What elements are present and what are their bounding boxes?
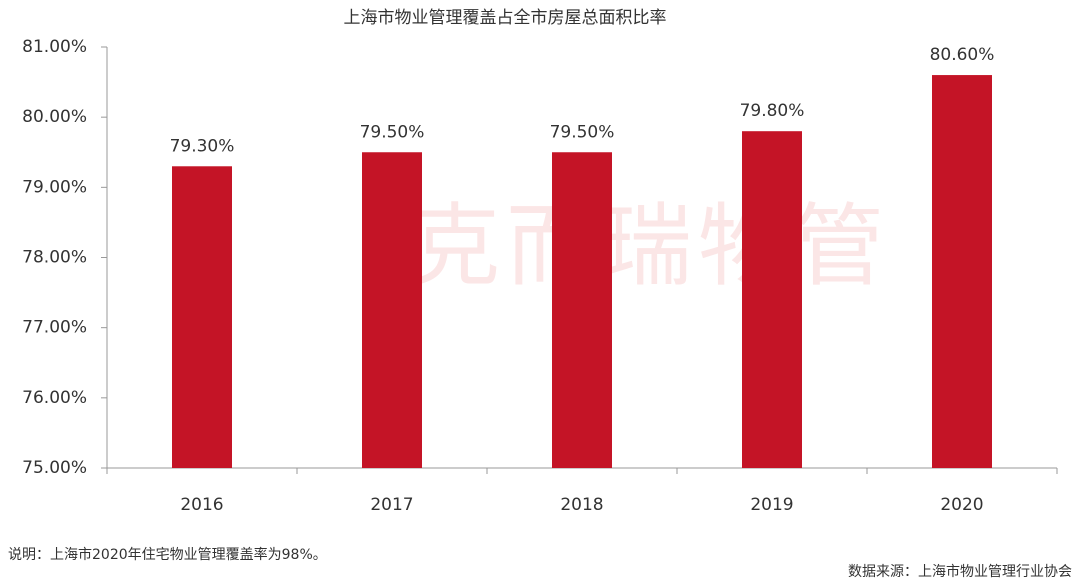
watermark: 克而瑞物管 bbox=[410, 194, 890, 299]
y-tick-label: 78.00% bbox=[22, 248, 87, 268]
value-label: 79.30% bbox=[170, 136, 235, 156]
bar bbox=[552, 152, 612, 468]
source: 数据来源：上海市物业管理行业协会 bbox=[848, 563, 1072, 580]
value-label: 79.50% bbox=[360, 122, 425, 142]
y-tick-label: 75.00% bbox=[22, 458, 87, 478]
y-tick-label: 77.00% bbox=[22, 318, 87, 338]
y-tick-label: 81.00% bbox=[22, 37, 87, 57]
bar bbox=[932, 75, 992, 469]
x-tick-label: 2018 bbox=[560, 495, 603, 515]
value-label: 80.60% bbox=[930, 45, 995, 65]
x-tick-label: 2017 bbox=[370, 495, 413, 515]
chart-title: 上海市物业管理覆盖占全市房屋总面积比率 bbox=[344, 8, 667, 28]
y-tick-label: 76.00% bbox=[22, 388, 87, 408]
bar bbox=[742, 131, 802, 468]
x-tick-label: 2020 bbox=[940, 495, 983, 515]
bar bbox=[172, 166, 232, 469]
value-label: 79.80% bbox=[740, 101, 805, 121]
x-tick-label: 2016 bbox=[180, 495, 223, 515]
bar bbox=[362, 152, 422, 468]
y-tick-label: 79.00% bbox=[22, 177, 87, 197]
x-tick-label: 2019 bbox=[750, 495, 793, 515]
note: 说明：上海市2020年住宅物业管理覆盖率为98%。 bbox=[8, 546, 327, 563]
value-label: 79.50% bbox=[550, 122, 615, 142]
y-tick-label: 80.00% bbox=[22, 107, 87, 127]
